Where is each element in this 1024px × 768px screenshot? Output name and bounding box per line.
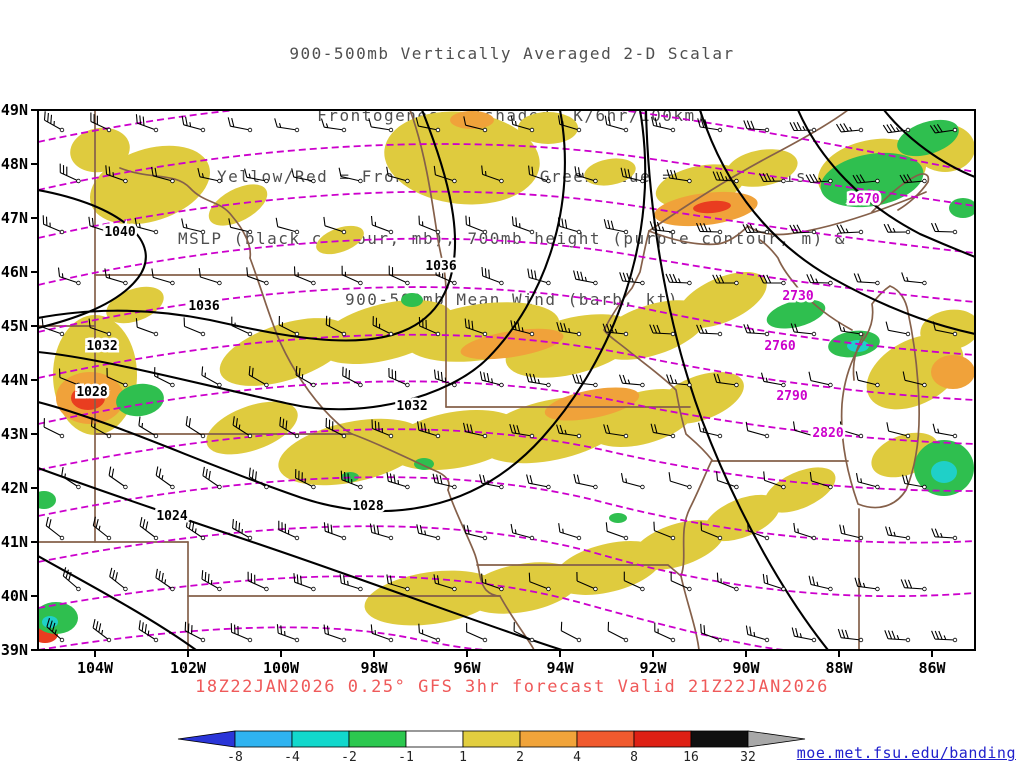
svg-text:43N: 43N (1, 425, 28, 443)
svg-text:90W: 90W (732, 659, 760, 677)
svg-text:2: 2 (516, 750, 524, 765)
svg-text:1028: 1028 (76, 385, 107, 400)
valid-time-caption: 18Z22JAN2026 0.25° GFS 3hr forecast Vali… (195, 677, 829, 697)
svg-text:88W: 88W (825, 659, 853, 677)
plot-area: 1040 1036 1036 1032 1032 1028 1028 1024 2670 2730… (38, 110, 975, 650)
svg-text:2790: 2790 (776, 389, 807, 404)
height-contour-labels: 2670 2730 2760 2790 2820 (762, 190, 882, 444)
svg-text:48N: 48N (1, 155, 28, 173)
height-contours (38, 110, 975, 650)
svg-text:39N: 39N (1, 641, 28, 659)
axis-labels: 49N 48N 47N 46N 45N 44N 43N 42N 41N 40N 39N 104W 102… (1, 101, 947, 677)
svg-text:1024: 1024 (156, 509, 187, 524)
svg-text:40N: 40N (1, 587, 28, 605)
svg-text:49N: 49N (1, 101, 28, 119)
banding-site-link[interactable]: moe.met.fsu.edu/banding (796, 744, 1016, 762)
svg-text:-8: -8 (227, 750, 243, 765)
svg-text:94W: 94W (546, 659, 574, 677)
svg-text:1: 1 (459, 750, 467, 765)
svg-text:1032: 1032 (86, 339, 117, 354)
state-borders (38, 110, 930, 650)
svg-text:41N: 41N (1, 533, 28, 551)
svg-text:1040: 1040 (104, 225, 135, 240)
svg-text:104W: 104W (77, 659, 114, 677)
svg-text:2730: 2730 (782, 289, 813, 304)
svg-text:8: 8 (630, 750, 638, 765)
svg-text:16: 16 (683, 750, 699, 765)
svg-text:2820: 2820 (812, 426, 843, 441)
svg-text:32: 32 (740, 750, 756, 765)
svg-text:2760: 2760 (764, 339, 795, 354)
svg-text:100W: 100W (263, 659, 300, 677)
svg-text:1028: 1028 (352, 499, 383, 514)
svg-text:1032: 1032 (396, 399, 427, 414)
colorbar: -8 -4 -2 -1 1 2 4 8 16 32 (177, 730, 806, 765)
svg-text:86W: 86W (918, 659, 946, 677)
svg-text:102W: 102W (170, 659, 207, 677)
svg-text:96W: 96W (453, 659, 481, 677)
mslp-contour-labels: 1040 1036 1036 1032 1032 1028 1028 1024 (74, 223, 459, 527)
svg-text:47N: 47N (1, 209, 28, 227)
svg-text:44N: 44N (1, 371, 28, 389)
svg-text:98W: 98W (360, 659, 388, 677)
svg-text:92W: 92W (639, 659, 667, 677)
svg-text:-2: -2 (341, 750, 357, 765)
mslp-contours (38, 110, 975, 650)
svg-text:45N: 45N (1, 317, 28, 335)
svg-text:1036: 1036 (425, 259, 456, 274)
shaded-regions (38, 111, 975, 643)
svg-text:4: 4 (573, 750, 581, 765)
svg-text:1036: 1036 (188, 299, 219, 314)
title-line-1: 900-500mb Vertically Averaged 2-D Scalar (289, 44, 735, 63)
svg-text:-1: -1 (398, 750, 414, 765)
svg-text:46N: 46N (1, 263, 28, 281)
svg-text:2670: 2670 (848, 192, 879, 207)
svg-text:-4: -4 (284, 750, 300, 765)
svg-text:42N: 42N (1, 479, 28, 497)
wind-barbs (41, 111, 958, 643)
